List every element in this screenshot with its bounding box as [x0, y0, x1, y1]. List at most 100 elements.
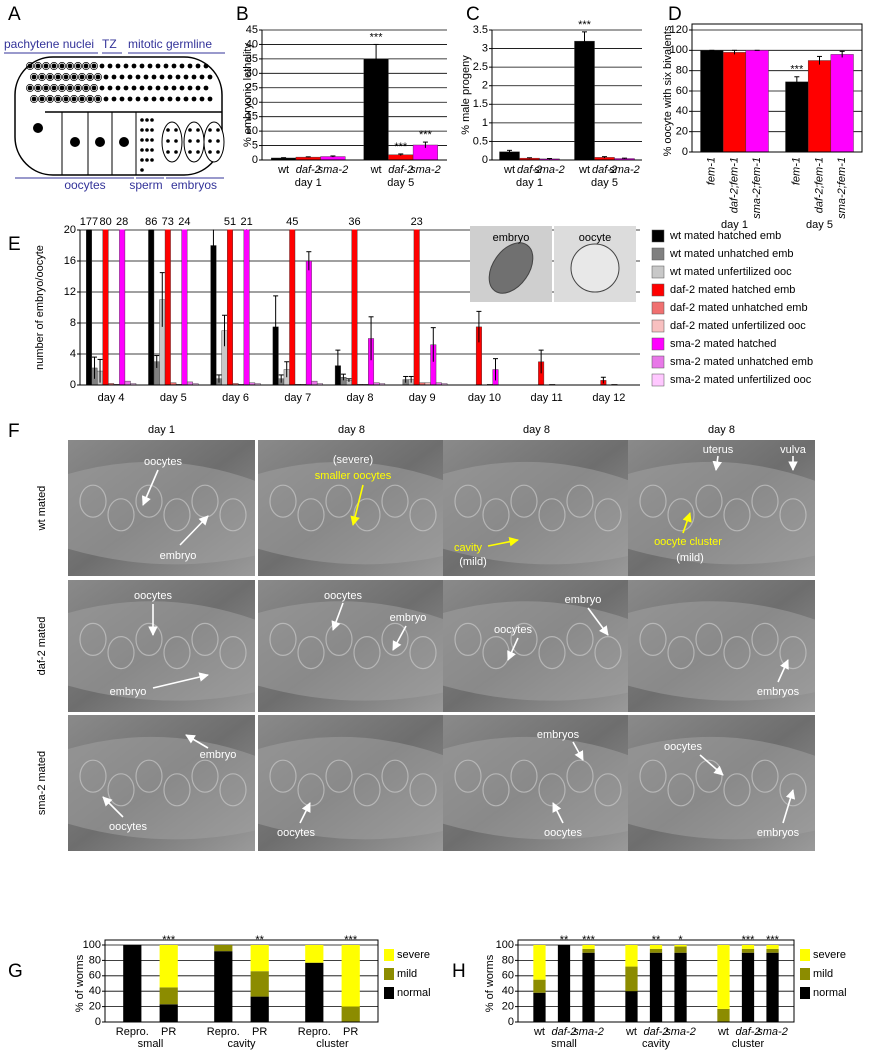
y-tick-label: 60	[502, 970, 514, 982]
nucleus-ring	[42, 62, 50, 70]
annotation: embryo	[390, 612, 427, 624]
worm-body	[68, 736, 255, 840]
error-bar	[290, 21, 295, 52]
bar	[363, 58, 389, 161]
nucleus	[59, 85, 65, 91]
nucleus	[47, 96, 53, 102]
error-bar	[622, 157, 627, 159]
y-tick-label: 60	[89, 970, 101, 982]
nucleus	[59, 63, 65, 69]
cell-texture	[779, 773, 807, 807]
error-bar	[305, 156, 311, 158]
sperm	[145, 158, 149, 162]
cell-texture	[219, 635, 247, 670]
cell-texture	[723, 635, 751, 670]
y-tick-label: 80	[502, 954, 514, 966]
cell-texture	[219, 773, 247, 807]
bar-segment	[741, 945, 755, 949]
nucleus	[103, 96, 109, 102]
embryo-nucleus	[216, 139, 220, 143]
cell-texture	[454, 759, 482, 793]
legend-swatch	[651, 337, 665, 351]
cell-texture	[538, 498, 566, 532]
nucleus-ring	[78, 73, 86, 81]
cell-texture	[779, 635, 807, 670]
worm-body	[68, 461, 255, 565]
y-tick-label: 0	[252, 154, 258, 166]
error-bar	[278, 374, 284, 383]
group-label: cavity	[642, 1038, 671, 1050]
column-header: day 8	[338, 424, 365, 436]
nucleus-ring	[86, 73, 94, 81]
cell-texture	[639, 484, 667, 518]
nucleus	[127, 96, 133, 102]
nucleus	[75, 85, 81, 91]
annotation: embryo	[160, 550, 197, 562]
x-tick-label: sma-2	[665, 1026, 696, 1038]
oocyte-nucleus	[119, 137, 129, 147]
row-label: wt mated	[36, 486, 48, 532]
arrow	[587, 607, 609, 636]
nucleus-ring	[26, 84, 34, 92]
x-tick-label: PR	[161, 1026, 176, 1038]
error-bar	[154, 355, 160, 368]
inset-label: embryo	[493, 232, 530, 244]
bar	[289, 229, 296, 386]
chart: B 0 5 10 15 20 25 30 35 40 45 % embryonic lethality…	[236, 4, 447, 189]
bar-label: daf-2;fem-1	[813, 157, 825, 213]
annotation: oocytes	[109, 821, 147, 833]
x-tick-label: day 5	[387, 177, 414, 189]
arrow	[507, 637, 519, 661]
nucleus	[27, 63, 33, 69]
panel-letter: F	[8, 421, 20, 442]
nucleus	[191, 74, 197, 80]
y-tick-label: 10	[246, 125, 258, 137]
column-header: day 1	[148, 424, 175, 436]
inset-cell	[570, 243, 620, 293]
annotation: oocytes	[324, 590, 362, 602]
nucleus	[111, 96, 117, 102]
inset-label: oocyte	[579, 232, 611, 244]
cell-texture	[667, 773, 695, 807]
nucleus	[179, 63, 185, 69]
value-label: 51	[224, 216, 236, 228]
micrograph: uterus vulva oocyte cluster (mild)	[628, 440, 815, 576]
bar-segment	[625, 966, 638, 992]
x-tick-label: day 9	[409, 392, 436, 404]
micrograph: embryo oocytes	[443, 580, 630, 712]
bar-label: sma-2;fem-1	[751, 157, 763, 219]
legend-swatch	[800, 968, 810, 980]
oocyte-nucleus	[70, 137, 80, 147]
nucleus-ring	[66, 84, 74, 92]
nucleus	[63, 96, 69, 102]
x-tick-label: day 11	[531, 392, 563, 404]
bar-segment	[533, 992, 546, 1022]
annotation: embryos	[757, 827, 800, 839]
panel-letter: H	[452, 961, 466, 982]
cell-texture	[219, 498, 247, 532]
bar	[700, 50, 724, 153]
legend-label: daf-2 mated hatched emb	[670, 284, 795, 296]
row-label: sma-2 mated	[36, 751, 48, 815]
bar	[119, 229, 126, 386]
cell-texture	[779, 498, 807, 532]
nucleus	[31, 96, 37, 102]
nucleus	[171, 85, 177, 91]
bar	[227, 229, 233, 386]
embryo	[183, 121, 205, 163]
bar-label: sma-2;fem-1	[836, 157, 848, 219]
embryo	[203, 121, 225, 163]
panel-letter: D	[668, 4, 682, 25]
cell-texture	[667, 498, 695, 532]
nucleus	[155, 85, 161, 91]
sperm	[140, 158, 144, 162]
nucleus-ring	[94, 95, 102, 103]
cell-texture	[381, 622, 409, 657]
nucleus	[207, 96, 213, 102]
error-bar	[212, 229, 214, 265]
legend-label: sma-2 mated unfertilized ooc	[670, 374, 812, 386]
nucleus-ring	[46, 73, 54, 81]
y-tick-label: 60	[676, 85, 688, 97]
bar-label: sma-2	[318, 164, 349, 176]
x-tick-label: PR	[252, 1026, 267, 1038]
